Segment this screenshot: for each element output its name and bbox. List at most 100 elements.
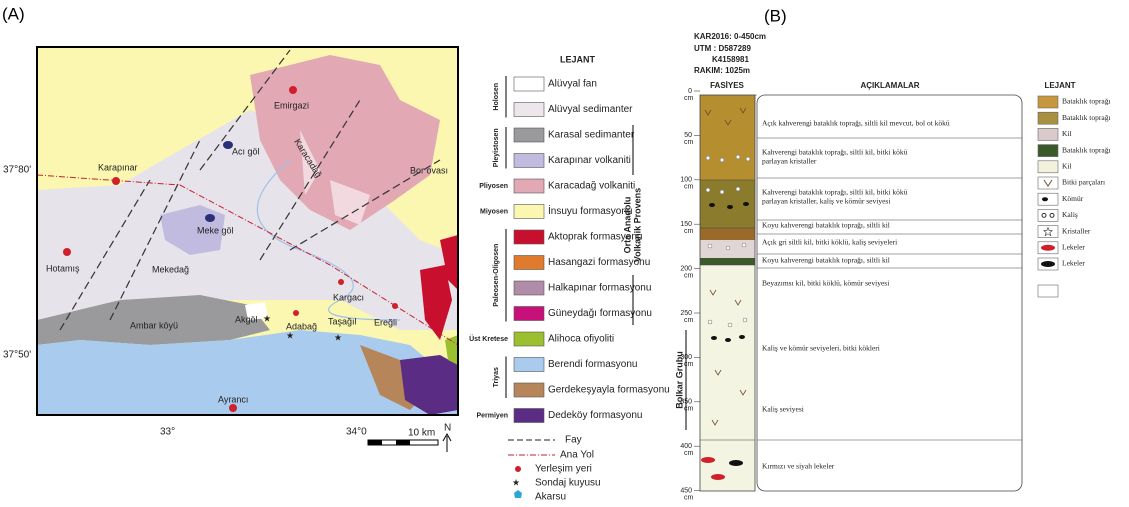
period-label: Permiyen	[476, 412, 508, 419]
description: Kahverengi bataklık toprağı, siltli kil,…	[762, 188, 908, 197]
legend-swatch	[514, 409, 544, 423]
legend-swatch	[1038, 209, 1058, 221]
legend-label: Kil	[1062, 129, 1072, 138]
legend-title: LEJANT	[560, 54, 596, 64]
legend-label: Lekeler	[1062, 259, 1085, 268]
legend-label: Kristaller	[1062, 226, 1091, 235]
place-label: Emirgazi	[274, 100, 309, 110]
place-label: Ambar köyü	[130, 320, 178, 330]
depth-unit: cm	[684, 361, 694, 368]
svg-text:★: ★	[512, 477, 520, 487]
legend-swatch	[1038, 112, 1058, 124]
depth-label: 0	[688, 88, 692, 95]
symbol-label: Yerleşim yeri	[535, 464, 592, 475]
column-header: LEJANT	[1044, 81, 1075, 90]
legend-label: Halkapınar formasyonu	[548, 283, 651, 294]
legend-label: Alüvyal fan	[548, 79, 597, 90]
depth-unit: cm	[684, 450, 694, 457]
legend-swatch	[514, 103, 544, 117]
depth-unit: cm	[684, 184, 694, 191]
depth-unit: cm	[684, 317, 694, 324]
header-line: RAKIM: 1025m	[694, 66, 750, 75]
period-label: Üst Kretese	[469, 334, 508, 343]
symbol-label: Ana Yol	[560, 450, 594, 461]
legend-swatch	[1038, 96, 1058, 108]
svg-text:★: ★	[334, 332, 342, 342]
legend-label: Kaliş	[1062, 210, 1078, 219]
legend-label: Bataklık toprağı	[1062, 113, 1111, 122]
legend-swatch	[514, 307, 544, 321]
period-label: Paleosen-Oligosen	[493, 244, 500, 307]
description: Kırmızı ve siyah lekeler	[762, 462, 835, 471]
legend-swatch	[1038, 177, 1058, 189]
place-label: Hotamış	[46, 263, 80, 273]
depth-label: 150	[680, 221, 692, 228]
place-label: Kargacı	[333, 292, 364, 302]
description: parlayan kristaller, kaliş ve kömür sevi…	[762, 197, 890, 206]
symbol-label: Fay	[565, 435, 582, 446]
header-line: UTM : D587289	[694, 44, 751, 53]
legend-label: Karasal sedimanter	[548, 130, 635, 141]
symbol-label: Akarsu	[535, 492, 566, 503]
legend-label: Berendi formasyonu	[548, 359, 638, 370]
depth-unit: cm	[684, 406, 694, 413]
place-label: Acı göl	[232, 146, 260, 156]
legend-swatch	[514, 205, 544, 219]
description: Açık gri siltli kil, bitki köklü, kaliş …	[762, 238, 897, 247]
period-label: Pliyosen	[479, 183, 508, 190]
legend-symbol	[1042, 197, 1048, 201]
legend-label: Karacadağ volkaniti	[548, 181, 635, 192]
legend-swatch	[1038, 161, 1058, 173]
legend-swatch	[514, 383, 544, 397]
legend-swatch	[514, 77, 544, 91]
legend-swatch	[514, 179, 544, 193]
svg-text:★: ★	[263, 313, 271, 323]
legend-swatch	[514, 128, 544, 142]
legend-label: Dedeköy formasyonu	[548, 410, 643, 421]
depth-unit: cm	[684, 95, 694, 102]
column-header: FASİYES	[710, 81, 744, 90]
province-label: Volkanik Provens	[632, 188, 642, 262]
place-label: Mekedağ	[152, 264, 189, 274]
description: parlayan kristaller	[762, 157, 817, 166]
depth-unit: cm	[684, 228, 694, 235]
legend-label: Lekeler	[1062, 243, 1085, 252]
description: Beyazımsı kil, bitki köklü, kömür seviye…	[762, 279, 889, 288]
panel-label: (B)	[764, 6, 787, 25]
description: Kaliş ve kömür seviyeleri, bitki kökleri	[762, 344, 880, 353]
legend-label: Alihoca ofiyoliti	[548, 334, 614, 345]
description: Kaliş seviyesi	[762, 405, 804, 414]
depth-axis: 0cm50cm100cm150cm200cm250cm300cm350cm400…	[680, 88, 700, 502]
description: Koyu kahverengi bataklık toprağı, siltli…	[762, 221, 890, 230]
legend-swatch	[514, 332, 544, 346]
province-label: Orta Anadolu	[622, 197, 632, 254]
depth-label: 50	[684, 132, 692, 139]
place-label: Ereğli	[374, 317, 397, 327]
legend-swatch	[514, 281, 544, 295]
legend-label: Bataklık toprağı	[1062, 97, 1111, 106]
period-label: Pleyistosen	[493, 128, 500, 167]
depth-label: 400	[680, 443, 692, 450]
legend-label: Kil	[1062, 162, 1072, 171]
depth-unit: cm	[684, 139, 694, 146]
map: ★ ★ ★	[37, 47, 458, 415]
place-label: Karapınar	[98, 162, 138, 172]
column-header: AÇIKLAMALAR	[860, 81, 919, 90]
description: Kahverengi bataklık toprağı, siltli kil,…	[762, 148, 908, 157]
legend-label: Gerdekeşyayla formasyonu	[548, 385, 670, 396]
place-label: Meke göl	[197, 225, 234, 235]
svg-text:★: ★	[286, 330, 294, 340]
depth-label: 200	[680, 265, 692, 272]
legend-label: Bitki parçaları	[1062, 178, 1105, 187]
header-line: K4158981	[712, 55, 749, 64]
north-label: N	[444, 423, 451, 434]
coordinate-label: 37°50'	[3, 350, 31, 361]
legend-swatch	[1038, 285, 1058, 297]
legend-label: Kömür	[1062, 194, 1084, 203]
period-label: Triyas	[493, 367, 500, 387]
period-label: Miyosen	[480, 208, 508, 215]
coordinate-label: 37°80'	[3, 165, 31, 176]
legend-swatch	[1038, 128, 1058, 140]
description-box: Açık kahverengi bataklık toprağı, siltli…	[757, 95, 1022, 491]
description: Koyu kahverengi bataklık toprağı, siltli…	[762, 256, 890, 265]
